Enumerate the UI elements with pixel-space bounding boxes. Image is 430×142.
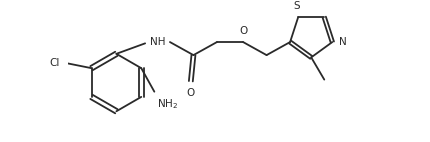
Text: S: S: [294, 1, 300, 11]
Text: N: N: [339, 37, 347, 47]
Text: O: O: [239, 26, 247, 36]
Text: NH$_2$: NH$_2$: [157, 97, 178, 111]
Text: NH: NH: [150, 37, 166, 47]
Text: O: O: [187, 88, 195, 98]
Text: Cl: Cl: [50, 58, 60, 68]
